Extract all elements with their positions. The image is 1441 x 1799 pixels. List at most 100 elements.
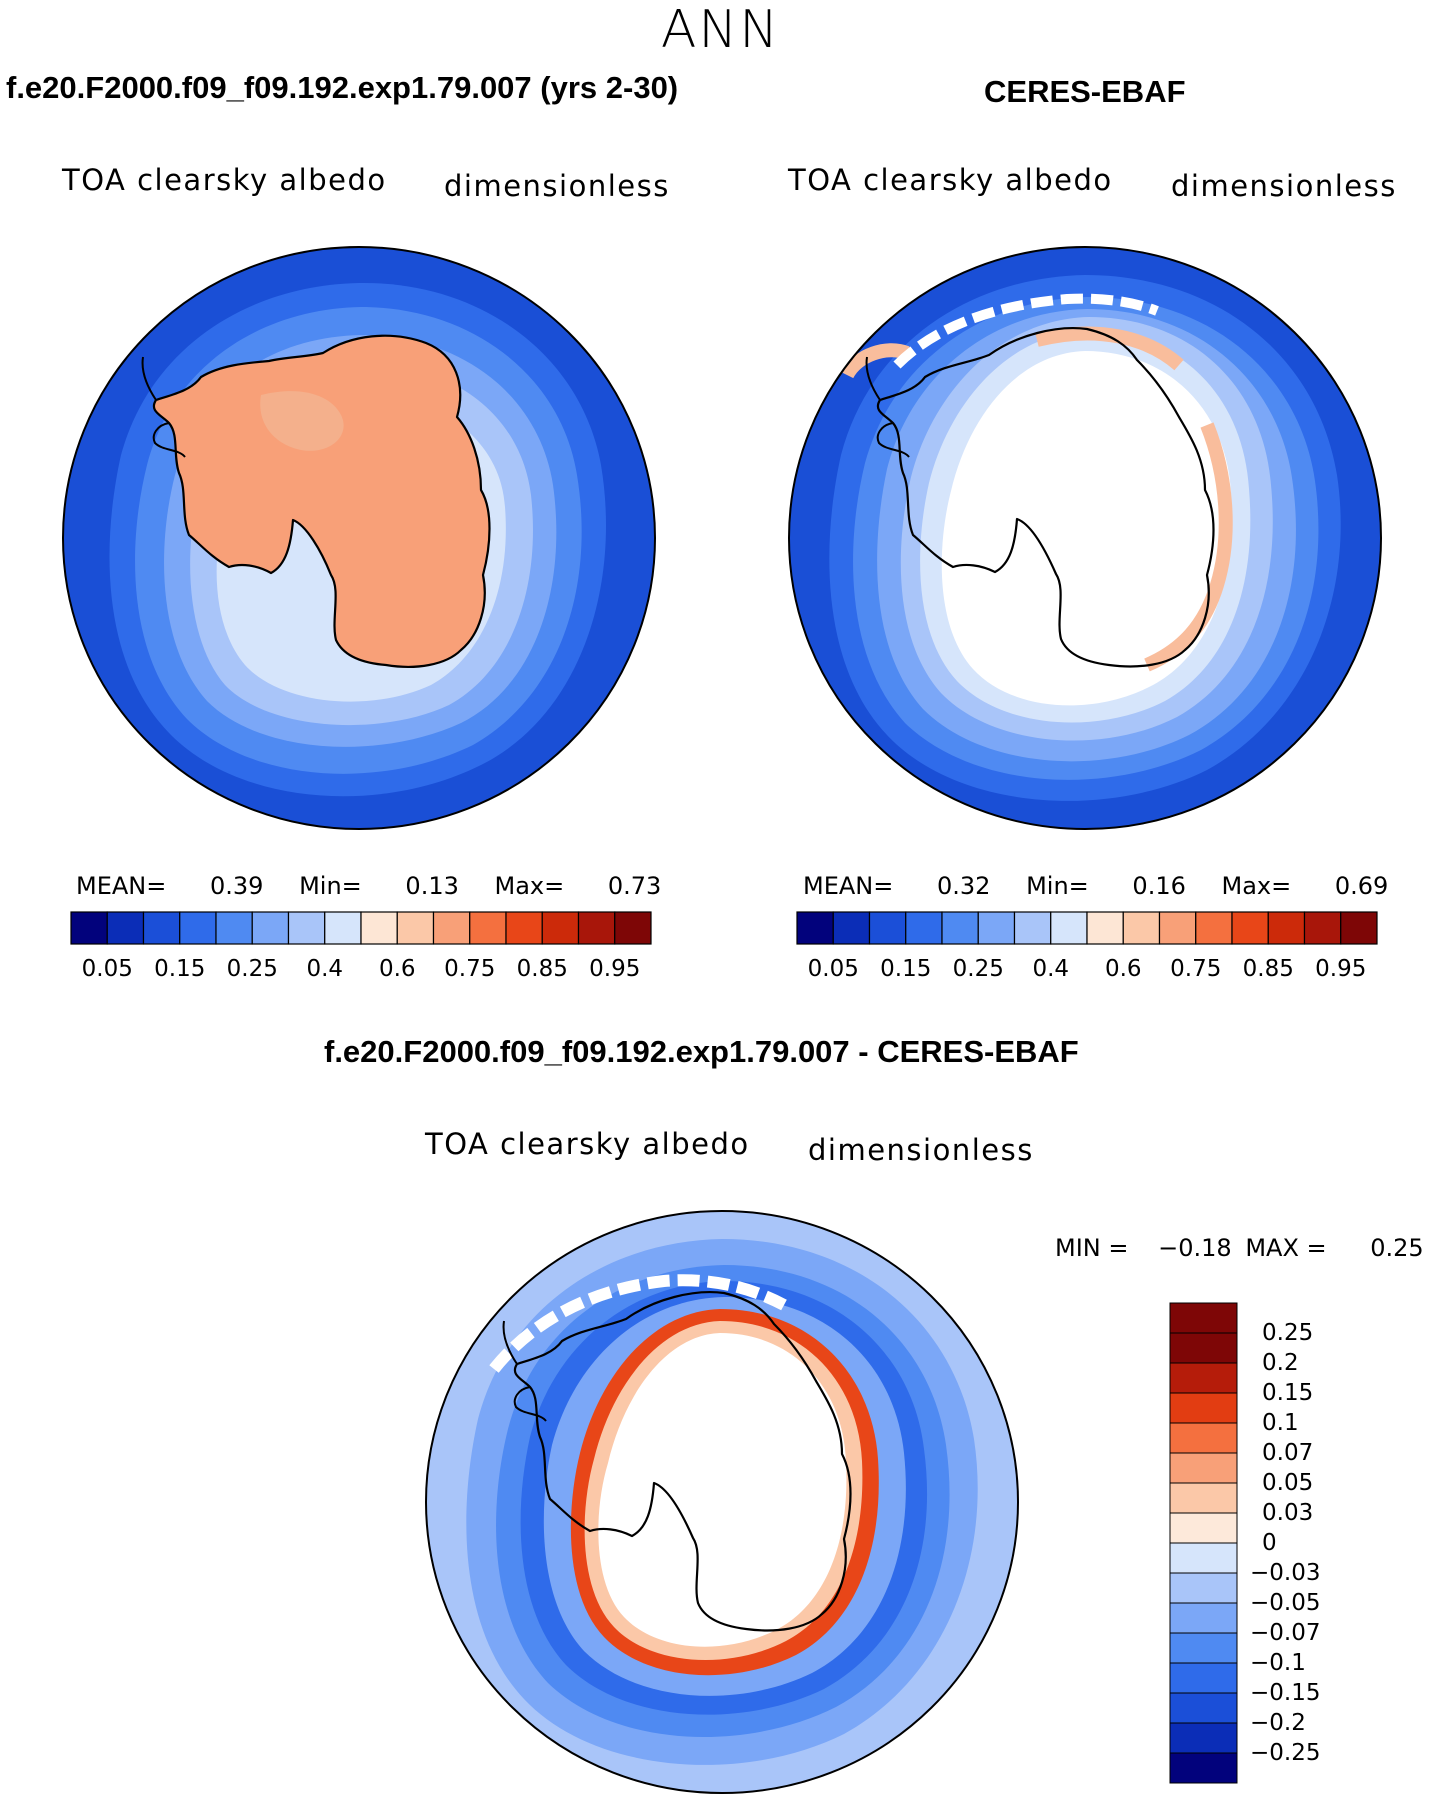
panel-3-units: dimensionless [808,1133,1034,1167]
colorbar-swatch [1169,1512,1238,1544]
plateau-shading [260,391,344,451]
mean-label: MEAN= [76,872,167,900]
min-label: MIN = [1055,1234,1129,1262]
colorbar-tick-label: −0.07 [1250,1620,1321,1646]
colorbar-swatch [1169,1572,1238,1604]
colorbar-tick-label: 0.1 [1262,1410,1299,1436]
missing-data-region [941,351,1232,706]
colorbar-swatch [1169,1452,1238,1484]
colorbar-2-ticks: 0.05 0.15 0.25 0.4 0.6 0.75 0.85 0.95 [797,956,1377,984]
max-value: 0.25 [1370,1234,1424,1262]
colorbar-swatch [432,911,471,945]
colorbar-swatch [324,911,362,945]
colorbar-swatch [614,911,652,945]
colorbar-tick-label: −0.2 [1250,1710,1306,1736]
max-label: MAX = [1245,1234,1327,1262]
panel-1-units: dimensionless [444,169,670,203]
antarctica-outline [513,1291,852,1632]
colorbar-swatch [1267,911,1306,945]
colorbar-panel-2 [796,911,1378,945]
colorbar-swatch [796,911,834,945]
colorbar-tick-label: 0.05 [807,956,859,982]
colorbar-tick-label: 0.25 [226,956,278,982]
colorbar-tick-label: 0.85 [516,956,568,982]
colorbar-swatch [505,911,543,945]
map-boundary [425,1210,1019,1794]
colorbar-tick-label: 0.6 [1104,956,1142,982]
map-boundary [788,246,1382,830]
max-value: 0.69 [1334,872,1389,900]
mean-value: 0.32 [937,872,991,900]
peninsula-coast [865,356,910,458]
colorbar-swatch [1195,911,1233,945]
antarctica-land [152,334,491,668]
panel-1-map [62,246,656,830]
colorbar-swatch [1050,911,1088,945]
colorbar-tick-label: 0.15 [880,956,932,982]
colorbar-swatch [832,911,871,945]
min-value: 0.16 [1132,872,1186,900]
colorbar-swatch [1169,1692,1238,1724]
colorbar-tick-label: −0.15 [1250,1680,1321,1706]
max-label: Max= [494,872,565,900]
panel-3-map [425,1210,1019,1794]
max-value: 0.73 [607,872,662,900]
colorbar-tick-label: 0.6 [378,956,416,982]
colorbar-swatch [215,911,253,945]
colorbar-swatch [905,911,943,945]
colorbar-swatch [70,911,108,945]
colorbar-tick-label: 0.05 [1262,1470,1314,1496]
map-boundary [62,246,656,830]
colorbar-tick-label: −0.05 [1250,1590,1321,1616]
colorbar-swatch [1169,1482,1238,1514]
colorbar-swatch [1169,1662,1238,1694]
colorbar-swatch [1169,1392,1238,1424]
colorbar-swatch [1169,1332,1238,1364]
colorbar-tick-label: −0.03 [1250,1560,1321,1586]
colorbar-tick-label: 0.15 [1262,1380,1314,1406]
colorbar-swatch [868,911,907,945]
panel-2-map [788,246,1382,830]
colorbar-tick-label: 0.25 [952,956,1004,982]
missing-data-region [598,1333,847,1647]
colorbar-swatch [1122,911,1161,945]
mean-label: MEAN= [803,872,894,900]
colorbar-swatch [1169,1302,1238,1334]
panel-1-variable: TOA clearsky albedo [62,163,387,197]
colorbar-tick-label: 0.4 [1032,956,1070,982]
colorbar-swatch [179,911,217,945]
coastal-warm-fringe [840,326,1233,672]
max-label: Max= [1221,872,1292,900]
colorbar-difference [1169,1302,1238,1784]
colorbar-tick-label: 0.03 [1262,1500,1314,1526]
colorbar-swatch [1086,911,1124,945]
min-label: Min= [1026,872,1089,900]
colorbar-swatch [106,911,145,945]
colorbar-swatch [1169,1362,1238,1394]
colorbar-tick-label: 0.75 [444,956,496,982]
colorbar-swatch [1169,1602,1238,1634]
antarctica-outline [876,327,1215,668]
colorbar-tick-label: 0.75 [1170,956,1222,982]
colorbar-swatch [541,911,580,945]
peninsula-coast [502,1320,547,1422]
colorbar-swatch [360,911,398,945]
colorbar-3-ticks: 0.25 0.2 0.15 0.1 0.07 0.05 0.03 0 −0.03 −0.05 −0.… [1250,1303,1340,1783]
colorbar-swatch [1303,911,1342,945]
colorbar-swatch [469,911,507,945]
colorbar-swatch [1340,911,1378,945]
colorbar-swatch [396,911,435,945]
min-value: 0.13 [405,872,459,900]
colorbar-tick-label: 0.07 [1262,1440,1314,1466]
colorbar-swatch [287,911,326,945]
colorbar-swatch [1169,1542,1238,1574]
colorbar-swatch [1169,1632,1238,1664]
colorbar-tick-label: 0.05 [81,956,133,982]
colorbar-swatch [977,911,1016,945]
colorbar-swatch [577,911,616,945]
colorbar-swatch [142,911,181,945]
colorbar-tick-label: −0.1 [1250,1650,1306,1676]
panel-3-title: f.e20.F2000.f09_f09.192.exp1.79.007 - CE… [324,1034,1079,1069]
mean-value: 0.39 [210,872,264,900]
min-label: Min= [299,872,362,900]
